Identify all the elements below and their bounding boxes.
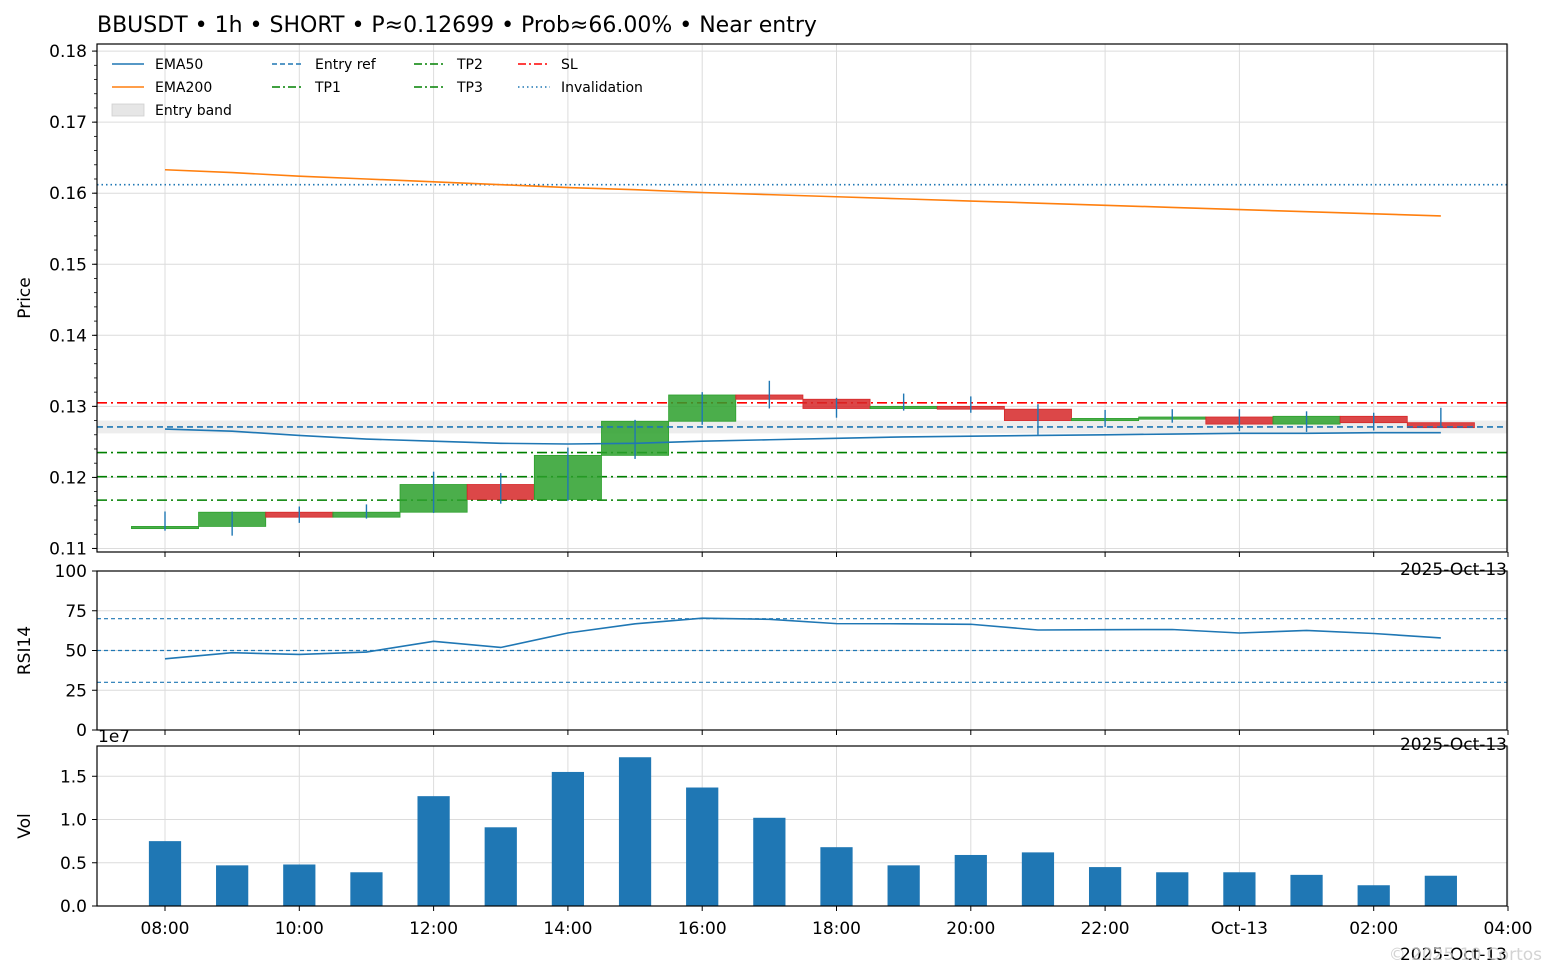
- watermark: © 2025 10 Cortos: [1389, 945, 1542, 965]
- volume-bar: [1021, 852, 1055, 906]
- volume-ytick-label: 0.0: [60, 897, 87, 917]
- price-ylabel: Price: [15, 277, 35, 318]
- rsi-ytick-label: 50: [65, 642, 87, 662]
- volume-bar: [551, 771, 585, 906]
- price-frame: [96, 43, 1508, 553]
- volume-ytick-label: 1.5: [60, 767, 87, 787]
- volume-bar: [484, 827, 517, 906]
- volume-bar: [350, 872, 383, 906]
- x-tick-label: 04:00: [1484, 919, 1533, 939]
- x-tick-label: 20:00: [946, 919, 995, 939]
- legend-label-ema200: EMA200: [155, 80, 212, 96]
- volume-multiplier: 1e7: [98, 727, 130, 747]
- volume-bar: [417, 796, 450, 906]
- x-tick-label: 14:00: [543, 919, 592, 939]
- x-tick-label: 08:00: [141, 919, 190, 939]
- x-offset-label-rsi: 2025-Oct-13: [1400, 735, 1507, 755]
- volume-bar: [1223, 872, 1256, 906]
- volume-bar: [148, 841, 182, 906]
- x-offset-label-price: 2025-Oct-13: [1400, 560, 1507, 580]
- rsi-ylabel: RSI14: [15, 626, 35, 675]
- legend-label-inval: Invalidation: [561, 80, 643, 96]
- price-panel: 0.11 0.12 0.13 0.14 0.15 0.16 0.17 0.18 Price EMA…: [15, 42, 1509, 559]
- x-tick-label: 12:00: [409, 919, 458, 939]
- legend-swatch-band: [111, 103, 145, 117]
- x-tick-label: Oct-13: [1211, 919, 1268, 939]
- price-ytick-label: 0.14: [49, 326, 87, 346]
- ema50-line: [164, 428, 1441, 445]
- price-ytick-label: 0.15: [49, 255, 87, 275]
- volume-frame: [96, 745, 1508, 907]
- volume-bar: [887, 865, 920, 906]
- x-offset-label-volume: 2025-Oct-13: [1400, 945, 1507, 965]
- legend-label-tp2: TP2: [456, 57, 483, 73]
- rsi-frame: [96, 570, 1508, 731]
- price-ytick-label: 0.13: [49, 397, 87, 417]
- volume-bar: [1357, 885, 1390, 906]
- price-ytick-label: 0.16: [49, 184, 87, 204]
- x-tick-label: 02:00: [1349, 919, 1398, 939]
- volume-bar: [686, 787, 719, 906]
- volume-bar: [820, 847, 853, 906]
- ema200-line: [164, 168, 1441, 217]
- legend-label-tp1: TP1: [314, 80, 341, 96]
- x-tick-label: 10:00: [275, 919, 324, 939]
- legend: EMA50 EMA200 Entry band Entry ref TP1 TP2 TP3 S…: [111, 57, 643, 119]
- volume-ylabel: Vol: [15, 813, 35, 838]
- volume-panel: 0.0 0.5 1.0 1.5 1e7 Vol 08:00 10:00 12:00 14:00 16…: [15, 727, 1533, 939]
- rsi-panel: 0 25 50 75 100 RSI14: [15, 562, 1509, 741]
- rsi-ytick-label: 100: [55, 562, 87, 582]
- price-ytick-label: 0.11: [49, 539, 87, 559]
- chart-title: BBUSDT • 1h • SHORT • P≈0.12699 • Prob≈6…: [97, 13, 817, 38]
- volume-ytick-label: 1.0: [60, 811, 87, 831]
- rsi-ytick-label: 0: [76, 721, 87, 741]
- volume-bar: [954, 854, 987, 906]
- price-ytick-label: 0.17: [49, 113, 87, 133]
- legend-label-entry: Entry ref: [315, 57, 377, 73]
- volume-bar: [216, 865, 249, 906]
- volume-bar: [753, 817, 786, 906]
- rsi-ytick-label: 75: [65, 602, 87, 622]
- volume-bar: [1088, 867, 1122, 906]
- volume-bar: [618, 757, 652, 906]
- x-tick-label: 18:00: [812, 919, 861, 939]
- rsi-ytick-label: 25: [65, 681, 87, 701]
- x-tick-label: 16:00: [678, 919, 727, 939]
- legend-label-ema50: EMA50: [155, 57, 203, 73]
- volume-bar: [283, 864, 316, 906]
- x-tick-label: 22:00: [1081, 919, 1130, 939]
- volume-bar: [1156, 872, 1189, 906]
- price-ytick-label: 0.12: [49, 468, 87, 488]
- legend-label-tp3: TP3: [456, 80, 483, 96]
- legend-label-band: Entry band: [155, 103, 232, 119]
- price-ytick-label: 0.18: [49, 42, 87, 62]
- volume-bar: [1424, 875, 1457, 906]
- volume-bar: [1290, 874, 1323, 906]
- legend-label-sl: SL: [561, 57, 578, 73]
- volume-ytick-label: 0.5: [60, 854, 87, 874]
- rsi-line: [164, 617, 1441, 660]
